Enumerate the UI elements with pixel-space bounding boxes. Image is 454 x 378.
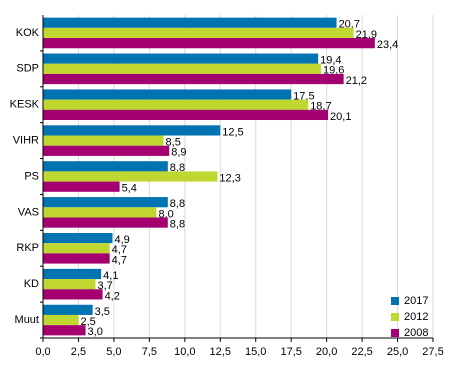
y-tick-label: RKP (16, 242, 39, 254)
bar (43, 145, 170, 156)
value-label: 20,7 (339, 19, 360, 31)
value-label: 21,9 (356, 29, 377, 41)
legend-swatch (391, 329, 399, 337)
bar (43, 171, 218, 182)
value-label: 4,7 (112, 254, 127, 266)
value-label: 21,2 (346, 75, 367, 87)
x-tick-label: 0,0 (35, 346, 50, 358)
value-label: 8,8 (170, 198, 185, 210)
bar (43, 135, 164, 146)
bar (43, 217, 168, 228)
value-label: 19,4 (320, 55, 341, 67)
legend-swatch (391, 297, 399, 305)
bar (43, 38, 375, 49)
value-label: 3,0 (88, 326, 103, 338)
bar (43, 207, 157, 218)
bar (43, 279, 96, 290)
value-label: 2,5 (80, 316, 95, 328)
bar (43, 325, 86, 336)
bar (43, 73, 344, 85)
value-label: 8,0 (158, 208, 173, 220)
x-tick-label: 27,5 (422, 346, 443, 358)
legend-label: 2012 (404, 311, 428, 323)
x-tick-label: 20,0 (316, 346, 337, 358)
y-tick-label: VAS (18, 206, 39, 218)
x-tick-label: 25,0 (387, 346, 408, 358)
value-label: 4,1 (103, 270, 118, 282)
value-label: 3,5 (95, 306, 110, 318)
bar (43, 181, 120, 192)
x-tick-label: 5,0 (106, 346, 121, 358)
x-tick-label: 12,5 (210, 346, 231, 358)
value-label: 12,3 (219, 172, 240, 184)
bar (43, 232, 113, 244)
bar (43, 197, 168, 208)
bar (43, 161, 168, 172)
y-tick-label: KESK (10, 99, 40, 111)
bar (43, 289, 103, 300)
value-label: 4,7 (112, 244, 127, 256)
value-label: 4,2 (105, 290, 120, 302)
bar (43, 243, 110, 254)
value-label: 8,5 (166, 137, 181, 149)
y-tick-label: PS (24, 170, 39, 182)
value-label: 8,8 (170, 162, 185, 174)
value-label: 12,5 (222, 126, 243, 138)
x-tick-label: 22,5 (351, 346, 372, 358)
bar (43, 125, 221, 136)
bar (43, 99, 309, 110)
y-tick-label: VIHR (13, 135, 39, 147)
value-label: 5,4 (122, 183, 137, 195)
value-label: 20,1 (330, 111, 351, 123)
value-label: 17,5 (293, 90, 314, 102)
x-tick-label: 2,5 (71, 346, 86, 358)
value-label: 19,6 (323, 65, 344, 77)
y-tick-label: KD (24, 278, 39, 290)
bar (43, 253, 110, 264)
bar (43, 304, 93, 315)
y-tick-label: Muut (15, 314, 39, 326)
legend-swatch (391, 313, 399, 321)
value-label: 23,4 (377, 39, 398, 51)
bar (43, 89, 292, 100)
bar (43, 17, 337, 28)
legend-label: 2008 (404, 327, 428, 339)
bar (43, 63, 321, 74)
x-tick-label: 17,5 (280, 346, 301, 358)
bar (43, 268, 102, 280)
bar (43, 109, 329, 121)
value-label: 3,7 (97, 280, 112, 292)
value-label: 18,7 (310, 101, 331, 113)
value-label: 8,9 (171, 147, 186, 159)
x-tick-label: 7,5 (142, 346, 157, 358)
value-label: 4,9 (114, 234, 129, 246)
bar (43, 53, 319, 64)
bar (43, 27, 354, 39)
x-tick-label: 15,0 (245, 346, 266, 358)
legend-label: 2017 (404, 295, 428, 307)
y-tick-label: KOK (16, 27, 40, 39)
bar (43, 314, 79, 326)
value-label: 8,8 (170, 218, 185, 230)
y-tick-label: SDP (16, 63, 39, 75)
x-tick-label: 10,0 (174, 346, 195, 358)
